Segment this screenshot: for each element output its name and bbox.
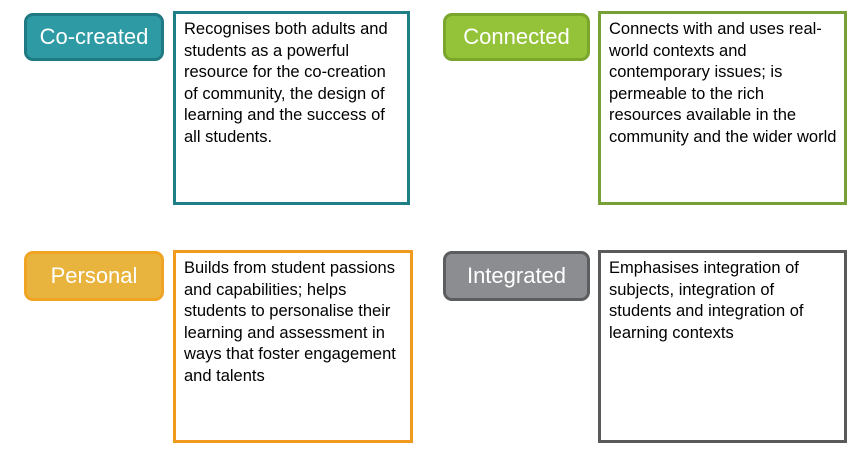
label-connected: Connected	[443, 13, 590, 61]
description-connected: Connects with and uses real-world contex…	[598, 11, 847, 205]
description-co-created: Recognises both adults and students as a…	[173, 11, 410, 205]
label-co-created: Co-created	[24, 13, 164, 61]
description-integrated: Emphasises integration of subjects, inte…	[598, 250, 847, 443]
label-integrated: Integrated	[443, 251, 590, 301]
label-personal: Personal	[24, 251, 164, 301]
description-personal: Builds from student passions and capabil…	[173, 250, 413, 443]
